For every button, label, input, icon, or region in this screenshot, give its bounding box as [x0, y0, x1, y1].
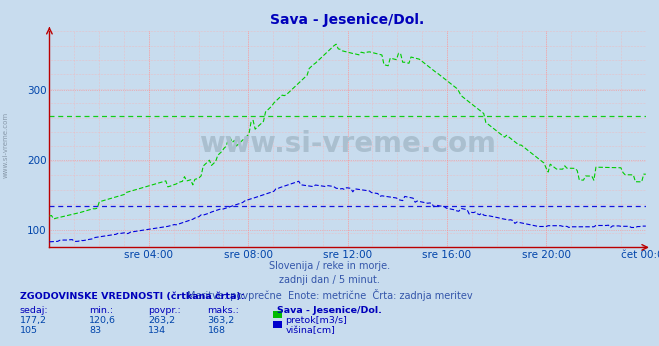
Text: Slovenija / reke in morje.: Slovenija / reke in morje.: [269, 261, 390, 271]
Text: Sava - Jesenice/Dol.: Sava - Jesenice/Dol.: [277, 306, 382, 315]
Text: maks.:: maks.:: [208, 306, 239, 315]
Text: www.si-vreme.com: www.si-vreme.com: [199, 130, 496, 157]
Text: 120,6: 120,6: [89, 316, 116, 325]
Text: Meritve: povprečne  Enote: metrične  Črta: zadnja meritev: Meritve: povprečne Enote: metrične Črta:…: [186, 289, 473, 301]
Text: min.:: min.:: [89, 306, 113, 315]
Text: 105: 105: [20, 326, 38, 335]
Text: 263,2: 263,2: [148, 316, 175, 325]
Text: zadnji dan / 5 minut.: zadnji dan / 5 minut.: [279, 275, 380, 285]
Text: 168: 168: [208, 326, 225, 335]
Text: 83: 83: [89, 326, 101, 335]
Text: 177,2: 177,2: [20, 316, 47, 325]
Text: povpr.:: povpr.:: [148, 306, 181, 315]
Title: Sava - Jesenice/Dol.: Sava - Jesenice/Dol.: [270, 13, 425, 27]
Text: 363,2: 363,2: [208, 316, 235, 325]
Text: 134: 134: [148, 326, 167, 335]
Text: ZGODOVINSKE VREDNOSTI (črtkana črta):: ZGODOVINSKE VREDNOSTI (črtkana črta):: [20, 292, 244, 301]
Text: sedaj:: sedaj:: [20, 306, 48, 315]
Text: www.si-vreme.com: www.si-vreme.com: [2, 112, 9, 179]
Text: višina[cm]: višina[cm]: [285, 326, 335, 335]
Text: pretok[m3/s]: pretok[m3/s]: [285, 316, 347, 325]
